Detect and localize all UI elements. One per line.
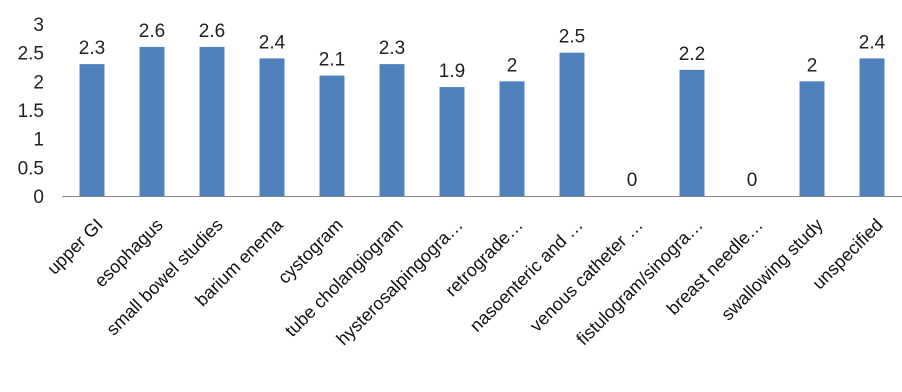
data-label: 2.4: [259, 32, 286, 53]
data-label: 2: [507, 55, 518, 76]
y-tick-label: 2.5: [18, 44, 44, 65]
y-tick-label: 1: [33, 130, 44, 151]
category-label: nasoenteric and …: [466, 215, 587, 336]
y-tick-label: 0.5: [18, 158, 44, 179]
category-label: swallowing study: [717, 215, 827, 325]
bar: [859, 58, 885, 197]
data-label: 2.2: [679, 44, 705, 65]
bar: [379, 64, 405, 196]
data-label: 2: [807, 55, 818, 76]
data-label: 2.5: [559, 27, 585, 48]
bar: [199, 46, 225, 196]
bar: [79, 64, 105, 196]
bar: [799, 81, 825, 196]
bar: [559, 52, 585, 196]
data-label: 2.3: [379, 38, 405, 59]
data-label: 2.1: [319, 50, 345, 71]
data-label: 2.6: [199, 21, 225, 42]
bar: [139, 46, 165, 196]
bar: [499, 81, 525, 196]
data-labels: 2.3 2.6 2.6 2.4 2.1 2.3 1.9 2 2.5 0 2.2 0 2 2.4: [79, 21, 886, 191]
bar: [259, 58, 285, 197]
data-label: 0: [747, 170, 758, 191]
y-tick-label: 1.5: [18, 101, 44, 122]
data-label: 1.9: [439, 61, 465, 82]
category-label: tube cholangiogram: [281, 215, 407, 341]
y-tick-label: 2: [33, 72, 44, 93]
data-label: 2.4: [859, 32, 886, 53]
data-label: 2.3: [79, 38, 105, 59]
y-tick-label: 0: [33, 187, 44, 208]
y-axis: 0 0.5 1 1.5 2 2.5 3: [18, 15, 44, 208]
data-label: 0: [627, 170, 638, 191]
data-label: 2.6: [139, 21, 165, 42]
bar: [319, 75, 345, 196]
category-label: venous catheter …: [526, 215, 647, 336]
bar: [439, 87, 465, 196]
bar: [679, 69, 705, 196]
category-label: small bowel studies: [102, 215, 227, 340]
y-tick-label: 3: [33, 15, 44, 36]
bars: [79, 46, 885, 197]
